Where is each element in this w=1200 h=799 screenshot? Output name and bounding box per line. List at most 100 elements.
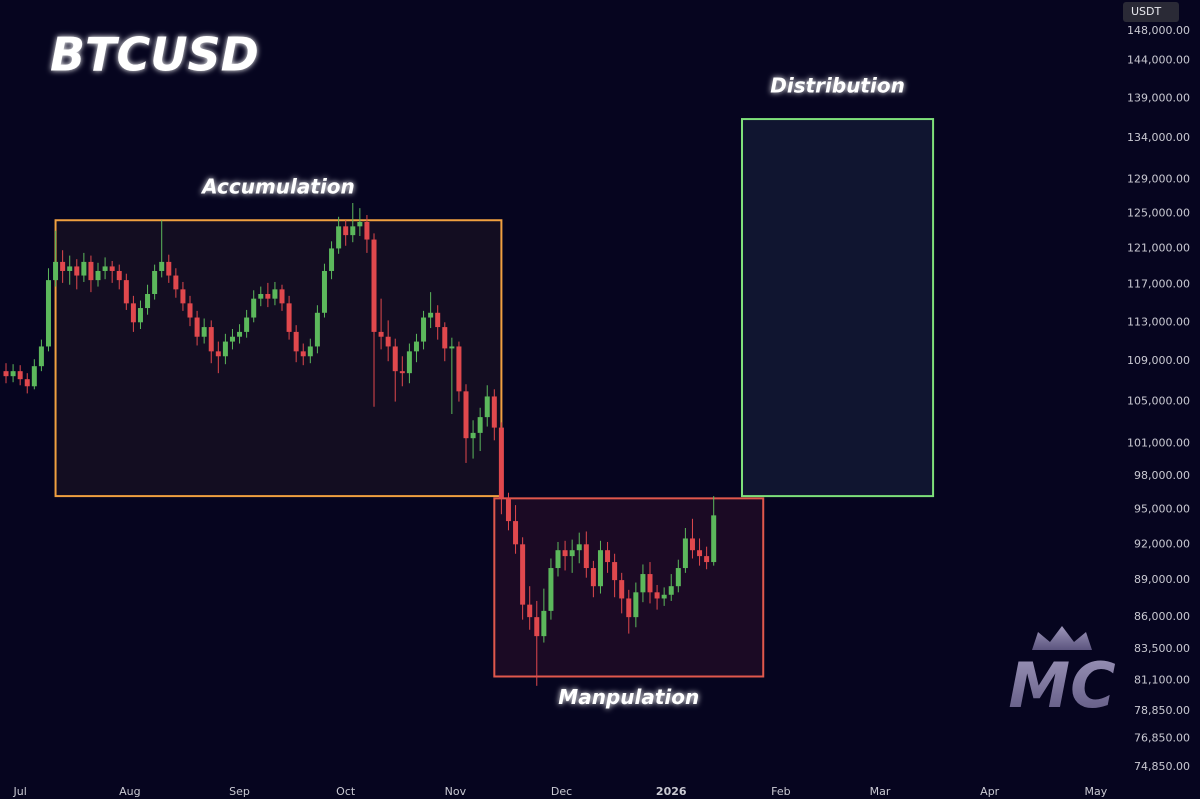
logo: MC <box>1008 626 1116 722</box>
candle-body <box>10 371 16 377</box>
candle-body <box>364 221 370 240</box>
logo-crown <box>1032 626 1092 650</box>
candle-body <box>321 270 327 313</box>
y-tick-label: 121,000.00 <box>1127 241 1190 254</box>
candle-body <box>17 371 23 380</box>
candle-body <box>357 221 363 227</box>
candle-body <box>102 266 108 271</box>
candle-body <box>38 346 44 367</box>
x-tick-label: Jul <box>13 785 27 798</box>
candle-body <box>569 550 575 557</box>
y-tick-label: 89,000.00 <box>1134 573 1190 586</box>
x-tick-label: May <box>1084 785 1107 798</box>
candle-body <box>689 538 695 551</box>
y-tick-label: 92,000.00 <box>1134 537 1190 550</box>
zone-label: Accumulation <box>200 175 355 199</box>
candle-body <box>130 303 136 323</box>
candle-body <box>116 270 122 281</box>
currency-label: USDT <box>1131 5 1162 18</box>
candle-body <box>123 280 129 304</box>
candle-body <box>668 586 674 595</box>
candle-body <box>343 226 349 236</box>
candle-body <box>60 261 66 271</box>
candle-body <box>640 574 646 593</box>
x-tick-label: 2026 <box>656 785 687 798</box>
candle-body <box>371 239 377 332</box>
candle-body <box>31 366 37 387</box>
candle-body <box>293 331 299 352</box>
candle-body <box>605 550 611 563</box>
candle-body <box>399 371 405 374</box>
candle-body <box>251 298 257 318</box>
y-tick-label: 134,000.00 <box>1127 131 1190 144</box>
candle-body <box>520 544 526 605</box>
candle-body <box>286 303 292 332</box>
candle-body <box>421 317 427 342</box>
x-tick-label: Sep <box>229 785 250 798</box>
candle-body <box>562 550 568 557</box>
candle-body <box>201 327 207 337</box>
candle-body <box>654 592 660 599</box>
candle-body <box>633 592 639 618</box>
zone-label: Distribution <box>770 74 905 98</box>
y-tick-label: 101,000.00 <box>1127 437 1190 450</box>
candle-body <box>180 289 186 304</box>
candle-body <box>145 294 151 309</box>
candle-body <box>711 515 717 563</box>
y-tick-label: 86,000.00 <box>1134 610 1190 623</box>
candle-body <box>675 568 681 587</box>
x-tick-label: Nov <box>445 785 467 798</box>
candle-body <box>187 303 193 318</box>
candle-body <box>505 498 511 522</box>
chart-title: BTCUSD <box>50 28 259 82</box>
x-tick-label: Dec <box>551 785 572 798</box>
candle-body <box>74 266 80 276</box>
candle-body <box>300 351 306 357</box>
candle-body <box>329 248 335 271</box>
candle-body <box>548 568 554 611</box>
candle-body <box>88 261 94 281</box>
y-tick-label: 117,000.00 <box>1127 278 1190 291</box>
candle-body <box>406 351 412 374</box>
candle-body <box>229 336 235 342</box>
y-tick-label: 148,000.00 <box>1127 24 1190 37</box>
candle-body <box>81 261 87 276</box>
y-tick-label: 74,850.00 <box>1134 760 1190 773</box>
candle-body <box>597 550 603 587</box>
candle-body <box>215 351 221 357</box>
y-tick-label: 105,000.00 <box>1127 395 1190 408</box>
candle-body <box>534 617 540 637</box>
candle-body <box>208 327 214 352</box>
y-tick-label: 144,000.00 <box>1127 54 1190 67</box>
candle-body <box>527 604 533 618</box>
candle-body <box>222 341 228 357</box>
x-tick-label: Oct <box>336 785 356 798</box>
candle-body <box>491 396 497 428</box>
candle-body <box>67 266 73 271</box>
candle-body <box>541 610 547 637</box>
candle-body <box>413 341 419 352</box>
candle-body <box>258 294 264 299</box>
candle-body <box>166 261 172 276</box>
candle-body <box>498 427 504 499</box>
y-tick-label: 109,000.00 <box>1127 354 1190 367</box>
y-tick-label: 95,000.00 <box>1134 503 1190 516</box>
candle-body <box>45 280 51 347</box>
candle-body <box>173 275 179 290</box>
candle-body <box>513 521 519 545</box>
zone-box <box>741 118 935 498</box>
zone-box <box>54 219 503 498</box>
candle-body <box>385 336 391 347</box>
candle-body <box>470 432 476 439</box>
y-tick-label: 83,500.00 <box>1134 642 1190 655</box>
candle-body <box>265 294 271 299</box>
candle-body <box>583 544 589 569</box>
candle-body <box>626 598 632 618</box>
candle-body <box>449 346 455 349</box>
y-tick-label: 125,000.00 <box>1127 206 1190 219</box>
candle-body <box>244 317 250 332</box>
candle-body <box>647 574 653 593</box>
candle-body <box>590 568 596 587</box>
candle-body <box>314 312 320 347</box>
